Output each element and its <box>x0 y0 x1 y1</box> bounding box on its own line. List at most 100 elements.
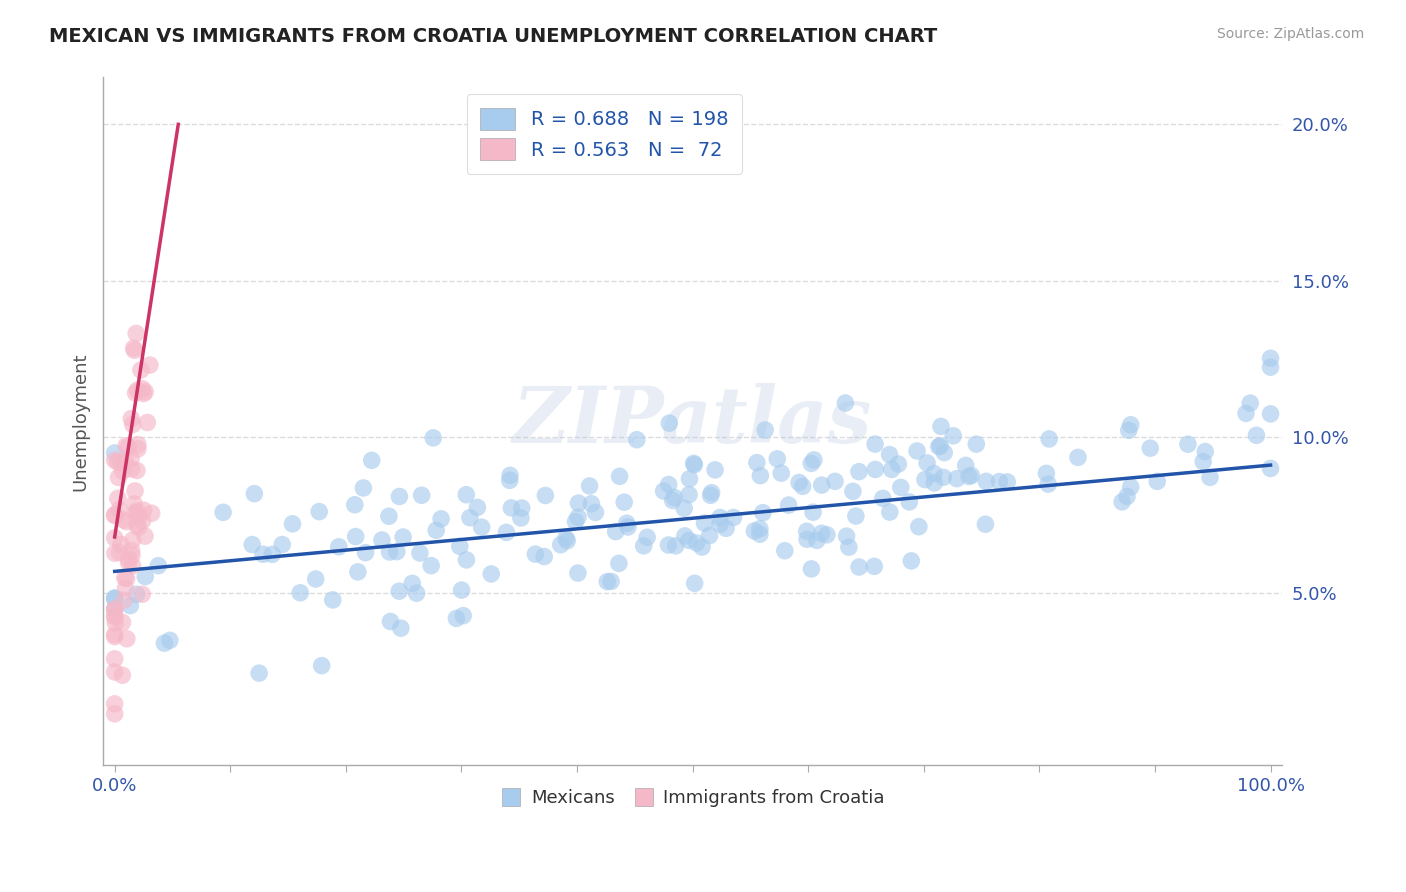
Mexicans <box>499 474 522 488</box>
Mexicans <box>879 505 901 519</box>
Mexicans <box>388 490 411 504</box>
Mexicans <box>835 529 858 543</box>
Mexicans <box>1194 444 1216 458</box>
Mexicans <box>243 486 266 500</box>
Mexicans <box>658 416 681 430</box>
Mexicans <box>683 458 706 472</box>
Mexicans <box>1038 477 1060 491</box>
Immigrants from Croatia <box>121 533 143 547</box>
Mexicans <box>567 566 589 580</box>
Mexicans <box>467 500 489 515</box>
Mexicans <box>845 509 868 524</box>
Y-axis label: Unemployment: Unemployment <box>72 352 89 491</box>
Mexicans <box>344 530 367 544</box>
Mexicans <box>401 576 423 591</box>
Mexicans <box>380 615 402 629</box>
Mexicans <box>446 611 468 625</box>
Immigrants from Croatia <box>111 668 134 682</box>
Mexicans <box>690 540 713 554</box>
Mexicans <box>510 501 533 516</box>
Mexicans <box>616 516 638 531</box>
Immigrants from Croatia <box>104 697 127 711</box>
Mexicans <box>673 501 696 516</box>
Mexicans <box>581 497 603 511</box>
Mexicans <box>1111 495 1133 509</box>
Mexicans <box>744 524 766 538</box>
Mexicans <box>596 574 619 589</box>
Mexicans <box>1199 470 1222 484</box>
Mexicans <box>425 523 447 537</box>
Immigrants from Croatia <box>104 652 127 666</box>
Mexicans <box>409 546 432 560</box>
Mexicans <box>1192 454 1215 468</box>
Immigrants from Croatia <box>128 508 150 523</box>
Immigrants from Croatia <box>120 411 142 425</box>
Mexicans <box>685 536 707 550</box>
Mexicans <box>810 478 832 492</box>
Mexicans <box>664 491 686 505</box>
Immigrants from Croatia <box>115 439 138 453</box>
Immigrants from Croatia <box>104 508 127 523</box>
Mexicans <box>456 488 478 502</box>
Immigrants from Croatia <box>129 363 152 377</box>
Immigrants from Croatia <box>118 552 141 566</box>
Immigrants from Croatia <box>114 454 136 468</box>
Mexicans <box>311 658 333 673</box>
Mexicans <box>749 468 772 483</box>
Immigrants from Croatia <box>104 665 127 679</box>
Mexicans <box>1118 423 1140 437</box>
Immigrants from Croatia <box>134 529 156 543</box>
Mexicans <box>451 608 474 623</box>
Mexicans <box>405 586 427 600</box>
Mexicans <box>1119 480 1142 494</box>
Mexicans <box>212 505 235 519</box>
Immigrants from Croatia <box>124 343 146 358</box>
Mexicans <box>1139 441 1161 455</box>
Mexicans <box>942 429 965 443</box>
Immigrants from Croatia <box>136 416 159 430</box>
Mexicans <box>792 479 814 493</box>
Immigrants from Croatia <box>114 581 136 595</box>
Mexicans <box>134 569 156 583</box>
Immigrants from Croatia <box>132 386 155 401</box>
Immigrants from Croatia <box>107 470 129 484</box>
Text: Source: ZipAtlas.com: Source: ZipAtlas.com <box>1216 27 1364 41</box>
Mexicans <box>773 543 796 558</box>
Mexicans <box>392 530 415 544</box>
Mexicans <box>865 462 887 476</box>
Immigrants from Croatia <box>104 610 127 624</box>
Immigrants from Croatia <box>121 417 143 432</box>
Mexicans <box>247 666 270 681</box>
Mexicans <box>360 453 382 467</box>
Mexicans <box>104 591 127 606</box>
Mexicans <box>800 562 823 576</box>
Mexicans <box>550 538 572 552</box>
Mexicans <box>499 468 522 483</box>
Mexicans <box>567 496 589 510</box>
Immigrants from Croatia <box>127 442 149 456</box>
Mexicans <box>388 584 411 599</box>
Immigrants from Croatia <box>121 543 143 558</box>
Mexicans <box>1260 360 1282 375</box>
Immigrants from Croatia <box>104 608 127 623</box>
Mexicans <box>905 444 928 458</box>
Mexicans <box>495 525 517 540</box>
Mexicans <box>1067 450 1090 465</box>
Immigrants from Croatia <box>104 508 127 522</box>
Mexicans <box>824 475 846 489</box>
Mexicans <box>957 469 980 483</box>
Mexicans <box>787 475 810 490</box>
Mexicans <box>1035 467 1057 481</box>
Mexicans <box>104 591 127 605</box>
Immigrants from Croatia <box>108 502 131 516</box>
Immigrants from Croatia <box>104 706 127 721</box>
Mexicans <box>305 572 328 586</box>
Immigrants from Croatia <box>124 386 146 401</box>
Mexicans <box>678 472 700 486</box>
Mexicans <box>347 565 370 579</box>
Immigrants from Croatia <box>131 587 153 601</box>
Mexicans <box>796 533 818 547</box>
Mexicans <box>848 560 870 574</box>
Mexicans <box>352 481 374 495</box>
Mexicans <box>1260 351 1282 366</box>
